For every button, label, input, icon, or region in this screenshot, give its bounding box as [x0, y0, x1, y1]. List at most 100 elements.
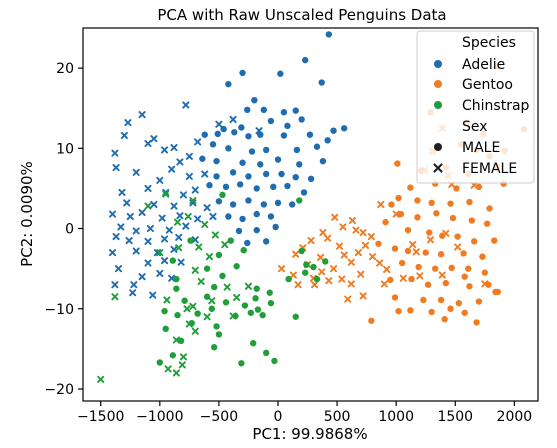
point-chinstrap-female: [191, 266, 199, 274]
point-chinstrap-female: [172, 336, 180, 344]
point-gentoo-male: [391, 294, 399, 301]
point-chinstrap-male: [210, 344, 218, 351]
point-gentoo-male: [449, 214, 457, 222]
point-gentoo-female: [311, 281, 319, 289]
point-adelie-male: [245, 173, 252, 180]
point-gentoo-female: [380, 280, 388, 288]
point-chinstrap-female: [163, 296, 171, 304]
point-chinstrap-male: [301, 269, 309, 276]
point-gentoo-female: [339, 223, 347, 231]
point-adelie-male: [262, 238, 270, 245]
point-adelie-female: [182, 222, 190, 230]
point-chinstrap-female: [144, 202, 152, 210]
x-axis-ticks: −1500 −1000 −500 0 500 1000 1500 2000: [77, 401, 532, 425]
point-chinstrap-male: [194, 310, 201, 317]
legend-box: [416, 30, 535, 184]
point-chinstrap-male: [259, 311, 266, 319]
x-tick-label: 1000: [378, 409, 414, 425]
point-adelie-female: [194, 138, 202, 146]
point-gentoo-female: [348, 216, 357, 225]
x-tick-label: −1500: [77, 409, 124, 425]
point-adelie-female: [160, 235, 169, 243]
legend-marker-chinstrap: [434, 101, 442, 109]
point-adelie-male: [293, 146, 301, 154]
point-gentoo-female: [376, 259, 384, 267]
point-gentoo-female: [354, 249, 362, 257]
point-adelie-male: [229, 169, 237, 176]
point-adelie-female: [177, 258, 185, 266]
point-adelie-female: [203, 204, 211, 212]
point-chinstrap-female: [97, 375, 105, 383]
point-adelie-male: [307, 175, 315, 183]
point-chinstrap-male: [292, 313, 299, 320]
point-chinstrap-female: [233, 293, 241, 302]
point-chinstrap-male: [208, 305, 216, 312]
point-adelie-female: [123, 199, 131, 207]
point-chinstrap-male: [238, 360, 245, 367]
point-adelie-female: [117, 223, 125, 231]
point-chinstrap-female: [156, 249, 164, 257]
point-gentoo-female: [442, 229, 450, 237]
point-chinstrap-male: [181, 297, 188, 304]
point-gentoo-male: [483, 220, 491, 227]
point-adelie-male: [239, 215, 246, 223]
point-chinstrap-female: [189, 196, 197, 205]
point-chinstrap-male: [173, 275, 180, 283]
point-chinstrap-female: [178, 361, 186, 369]
point-gentoo-female: [399, 274, 407, 282]
point-gentoo-male: [461, 309, 468, 316]
point-adelie-male: [209, 141, 217, 148]
point-adelie-female: [132, 227, 140, 235]
point-gentoo-male: [447, 305, 454, 312]
point-chinstrap-male: [210, 283, 218, 291]
point-adelie-female: [114, 265, 123, 273]
point-gentoo-female: [289, 271, 297, 279]
point-chinstrap-female: [223, 283, 231, 291]
point-chinstrap-male: [227, 237, 234, 244]
point-chinstrap-male: [322, 258, 329, 265]
point-gentoo-male: [395, 307, 402, 315]
point-gentoo-male: [470, 238, 478, 245]
point-chinstrap-male: [254, 306, 262, 313]
point-gentoo-female: [392, 210, 400, 218]
point-chinstrap-male: [249, 340, 257, 347]
point-adelie-male: [318, 79, 325, 86]
point-gentoo-female: [426, 236, 435, 244]
point-gentoo-male: [398, 259, 406, 267]
point-adelie-female: [168, 165, 176, 173]
point-adelie-female: [138, 111, 146, 119]
point-chinstrap-female: [175, 244, 183, 252]
point-gentoo-male: [437, 251, 445, 258]
point-chinstrap-male: [215, 331, 223, 338]
legend-marker-adelie: [434, 60, 442, 68]
point-adelie-female: [111, 281, 119, 289]
point-gentoo-female: [359, 228, 367, 237]
point-chinstrap-male: [267, 299, 275, 307]
point-gentoo-female: [412, 248, 420, 256]
point-adelie-female: [112, 164, 120, 172]
point-gentoo-female: [377, 200, 385, 209]
point-gentoo-male: [465, 265, 472, 272]
point-adelie-female: [170, 202, 178, 210]
point-adelie-male: [245, 133, 252, 140]
point-gentoo-male: [454, 233, 461, 240]
point-gentoo-female: [277, 265, 286, 273]
point-chinstrap-male: [247, 309, 255, 316]
point-chinstrap-male: [233, 263, 240, 270]
point-chinstrap-male: [253, 285, 260, 292]
point-gentoo-male: [414, 214, 421, 221]
point-adelie-female: [185, 152, 193, 160]
point-gentoo-male: [481, 269, 489, 276]
point-gentoo-female: [329, 265, 338, 273]
y-tick-label: −10: [44, 302, 74, 318]
point-adelie-male: [277, 70, 284, 77]
point-adelie-female: [162, 188, 170, 196]
point-gentoo-male: [368, 317, 375, 324]
point-adelie-male: [280, 132, 288, 139]
point-gentoo-male: [391, 245, 399, 252]
point-adelie-male: [270, 183, 277, 191]
point-adelie-male: [274, 199, 282, 207]
point-chinstrap-male: [313, 275, 321, 283]
point-adelie-female: [130, 281, 138, 289]
